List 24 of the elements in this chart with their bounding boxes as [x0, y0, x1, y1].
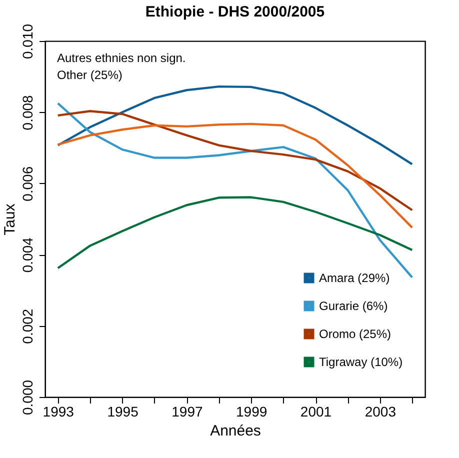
y-tick-label: 0.004	[20, 237, 36, 273]
line-series	[56, 196, 414, 270]
x-axis-title: Années	[210, 422, 261, 440]
y-tick-label: 0.008	[20, 94, 36, 130]
legend-label: Amara (29%)	[319, 271, 390, 285]
y-tick-label: 0.010	[20, 24, 36, 60]
legend-label: Oromo (25%)	[319, 327, 392, 341]
y-tick-label: 0.000	[20, 380, 36, 416]
line-series	[56, 122, 414, 229]
annotation: Autres ethnies non sign. Other (25%)	[57, 51, 186, 82]
x-tick-label: 1995	[107, 404, 139, 420]
x-tick-label: 1999	[236, 404, 268, 420]
x-tick-label: 1997	[172, 404, 203, 420]
chart-title: Ethiopie - DHS 2000/2005	[145, 3, 325, 20]
line-series	[56, 85, 414, 166]
legend-label: Gurarie (6%)	[319, 299, 388, 313]
y-tick-label: 0.002	[20, 308, 36, 344]
x-tick-label: 2001	[300, 404, 332, 420]
legend-label: Tigraway (10%)	[319, 355, 403, 369]
x-tick-label: 1993	[42, 404, 74, 420]
x-tick-label: 2003	[364, 404, 396, 420]
y-tick-label: 0.006	[20, 166, 36, 202]
line-series	[56, 110, 414, 212]
y-axis-title: Taux	[2, 203, 18, 236]
